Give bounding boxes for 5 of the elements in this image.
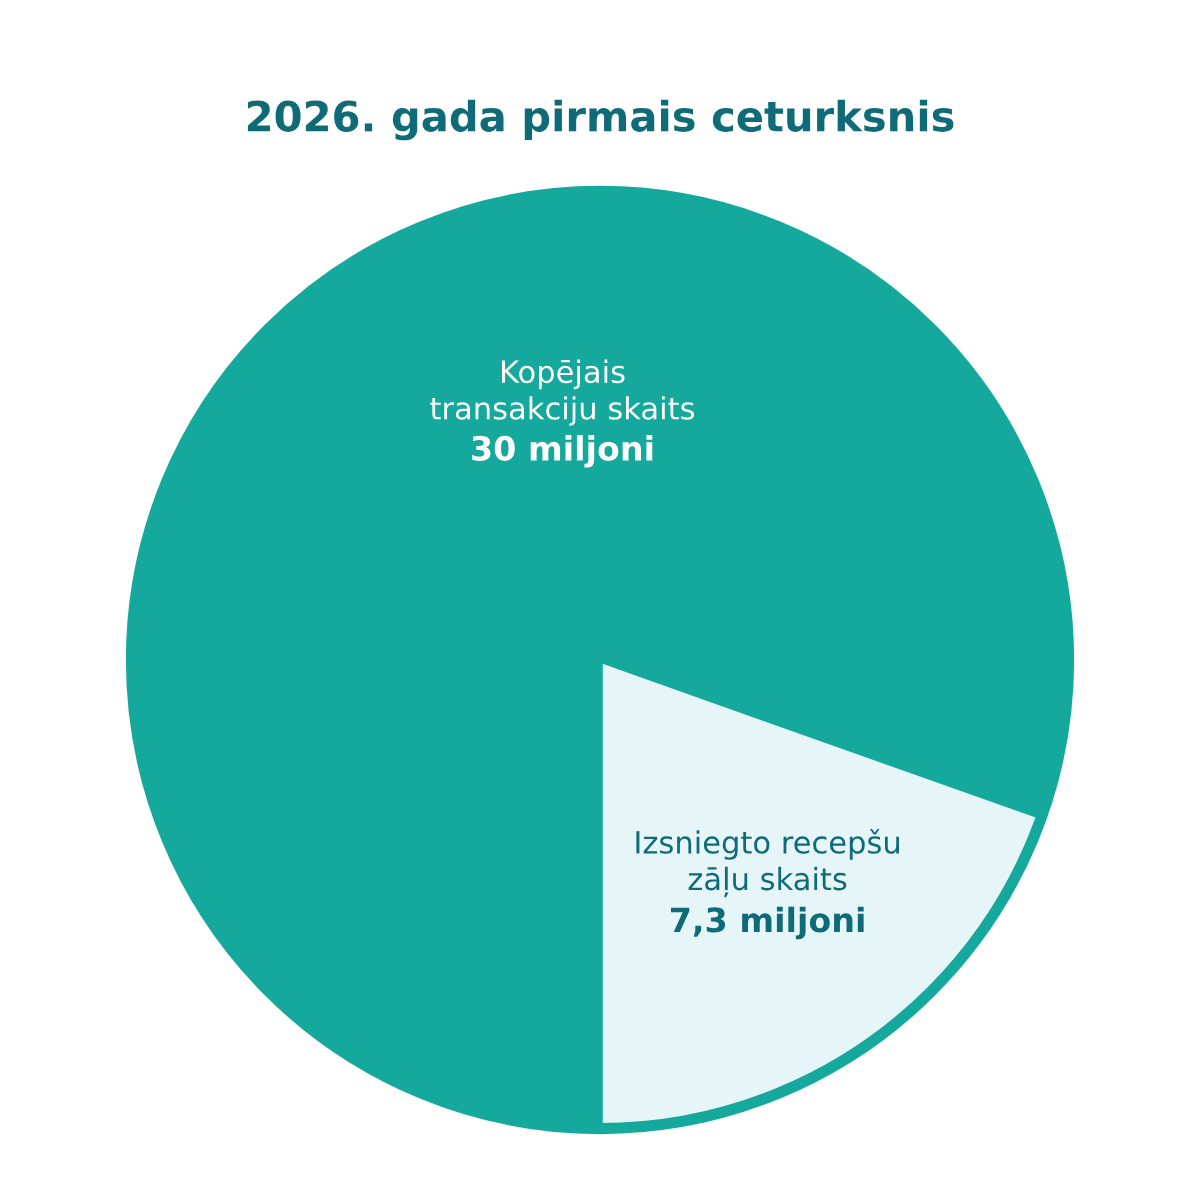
data-label: 7,3 miljoni <box>670 906 864 940</box>
data-label: 30 miljoni <box>472 435 653 468</box>
slice-label: Kopējais transakciju skaits <box>430 359 695 426</box>
chart-title: 2026. gada pirmais ceturksnis <box>247 99 954 141</box>
slice-label: Izsniegto recepšu zāļu skaits <box>636 828 899 898</box>
